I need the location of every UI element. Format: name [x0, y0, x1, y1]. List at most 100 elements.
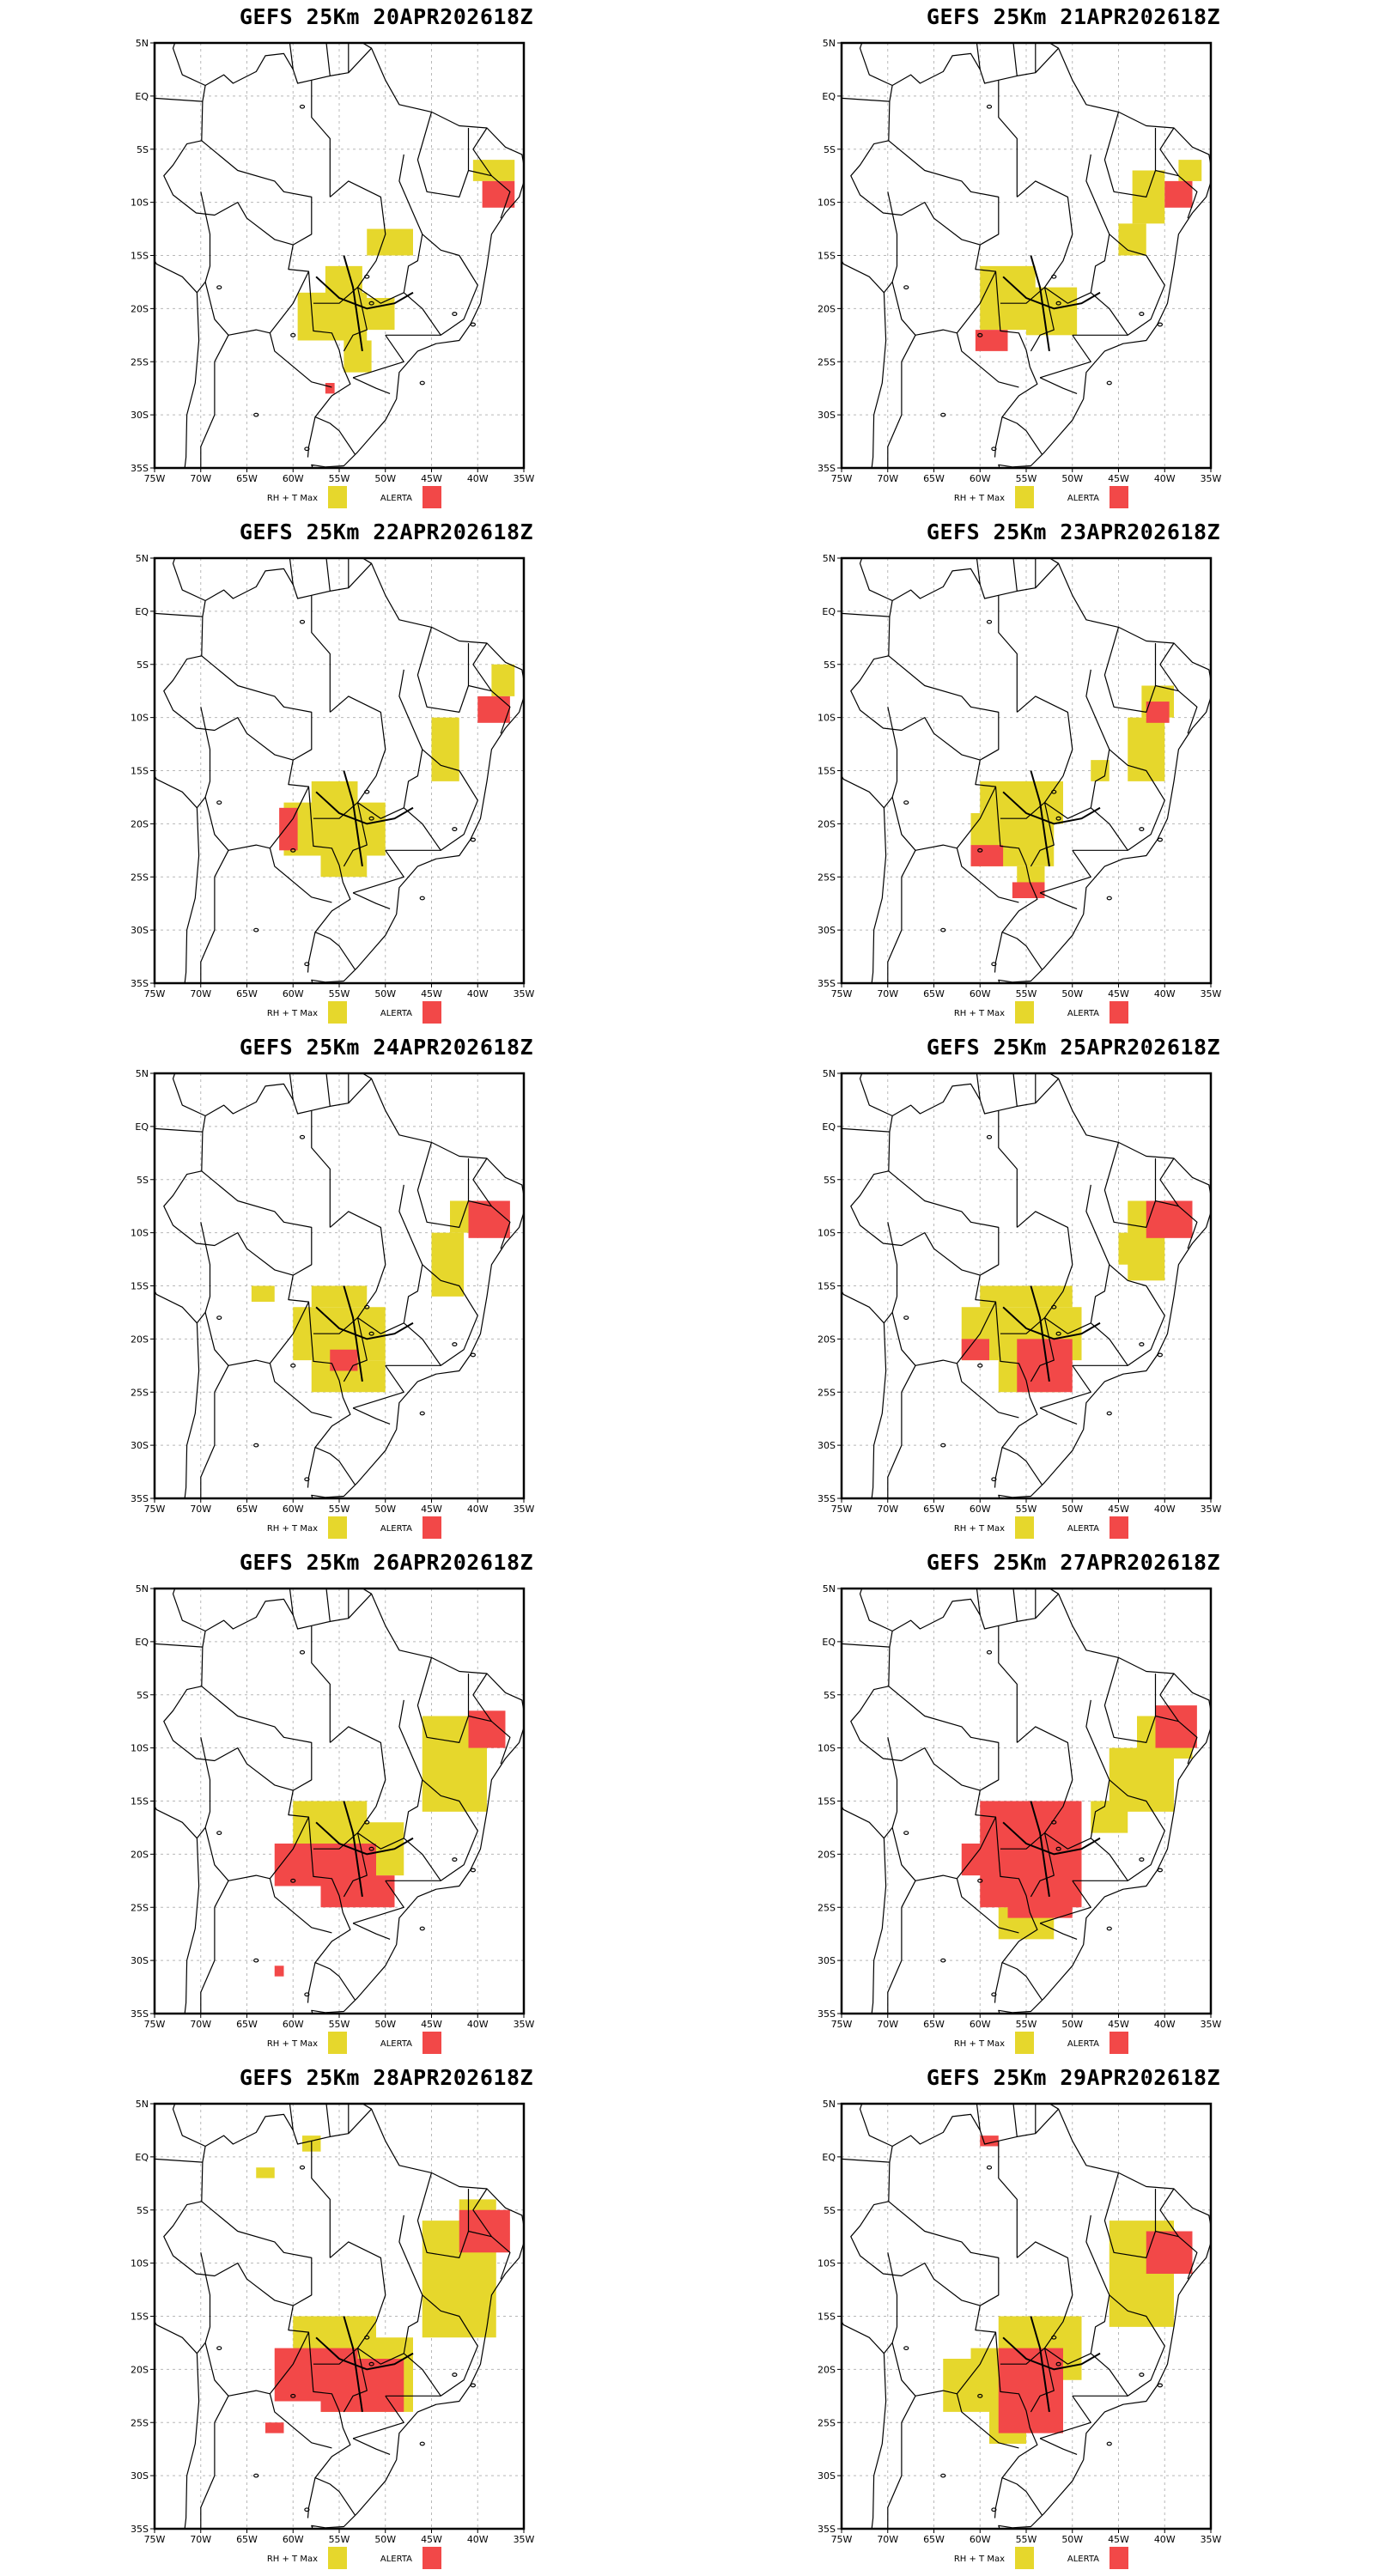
alert-region	[1146, 2231, 1193, 2274]
pacific-coastline	[155, 2320, 200, 2529]
state-border	[1000, 696, 1073, 819]
lat-label: 10S	[131, 197, 149, 209]
rh-tmax-region	[251, 1285, 275, 1303]
island	[419, 1411, 425, 1416]
alert-region	[482, 180, 515, 208]
island	[940, 412, 946, 417]
country-border	[842, 1643, 890, 1648]
lat-label: 25S	[818, 356, 836, 368]
state-border	[352, 2438, 391, 2455]
country-border	[956, 848, 1019, 903]
lat-label: EQ	[135, 606, 149, 617]
legend-rh-label: RH + T Max	[267, 494, 318, 503]
legend-alert-swatch	[423, 2032, 441, 2054]
lon-label: 45W	[421, 2534, 442, 2545]
legend-alert-label: ALERTA	[1067, 1524, 1099, 1534]
lat-label: 30S	[818, 1440, 836, 1451]
lat-label: 25S	[818, 872, 836, 883]
lat-label: 20S	[818, 2364, 836, 2375]
island	[216, 2346, 222, 2351]
lat-label: 25S	[131, 1902, 149, 1913]
alert-region	[325, 383, 335, 394]
lat-label: 15S	[818, 1281, 836, 1292]
lon-label: 40W	[1154, 2534, 1176, 2545]
lon-label: 45W	[421, 2019, 442, 2030]
island	[470, 837, 476, 842]
island	[364, 1820, 370, 1825]
country-border	[325, 2104, 331, 2137]
lon-label: 45W	[1108, 473, 1129, 484]
legend: RH + T Max ALERTA	[954, 2547, 1128, 2569]
legend-alert-label: ALERTA	[1067, 2039, 1099, 2049]
island	[299, 2165, 306, 2170]
state-border	[1159, 1157, 1179, 1207]
country-border	[891, 1301, 997, 1366]
coastline	[998, 2104, 1211, 2529]
rh-tmax-region	[256, 2167, 275, 2178]
island	[986, 619, 993, 624]
state-border	[1039, 1364, 1091, 1409]
legend: RH + T Max ALERTA	[267, 2032, 441, 2054]
state-border	[1103, 112, 1157, 197]
island	[452, 2372, 458, 2377]
lat-label: EQ	[135, 2152, 149, 2163]
island	[299, 1649, 306, 1655]
legend-alert-swatch	[423, 2547, 441, 2569]
legend-alert-label: ALERTA	[380, 2555, 412, 2564]
country-border	[883, 707, 898, 809]
alert-region	[961, 1339, 989, 1361]
state-border	[1155, 1200, 1198, 1249]
state-border	[468, 2230, 511, 2280]
lon-label: 35W	[1201, 2019, 1222, 2030]
island	[452, 1857, 458, 1862]
panel-title: GEFS 25Km 24APR202618Z	[239, 1035, 534, 1060]
lat-label: 5S	[137, 144, 149, 155]
state-border	[472, 642, 492, 692]
lat-label: 30S	[818, 925, 836, 936]
lon-label: 55W	[1016, 988, 1037, 999]
lon-label: 45W	[1108, 1504, 1129, 1515]
lat-label: 5S	[137, 1690, 149, 1701]
state-border	[352, 1880, 404, 1924]
state-border	[313, 696, 386, 819]
state-border	[313, 2241, 386, 2365]
state-border	[1159, 1673, 1179, 1722]
river-line	[343, 2316, 363, 2413]
pacific-coastline	[155, 775, 200, 983]
country-border	[200, 2396, 229, 2529]
lat-label: 5N	[136, 553, 149, 564]
panel-title: GEFS 25Km 23APR202618Z	[926, 519, 1221, 544]
legend-rh-label: RH + T Max	[267, 1009, 318, 1018]
alert-region	[961, 1844, 989, 1876]
island	[299, 104, 306, 109]
country-border	[994, 1962, 1003, 2003]
state-border	[468, 169, 511, 219]
country-border	[289, 1073, 294, 1100]
alert-region	[330, 1349, 358, 1371]
state-border	[385, 1779, 478, 1881]
lon-label: 50W	[374, 473, 396, 484]
lon-label: 65W	[236, 2019, 258, 2030]
state-border	[1090, 1322, 1128, 1366]
state-border	[1159, 642, 1179, 692]
island	[977, 332, 983, 337]
alert-region	[975, 330, 1008, 351]
rh-tmax-region	[431, 1232, 465, 1297]
rivers	[315, 255, 414, 352]
lon-label: 65W	[923, 1504, 945, 1515]
island	[368, 1331, 374, 1336]
lat-label: 10S	[818, 197, 836, 209]
state-border	[1044, 154, 1110, 304]
country-border	[289, 1589, 294, 1615]
lat-label: 35S	[131, 2008, 149, 2020]
lat-label: 20S	[131, 818, 149, 829]
lon-label: 45W	[1108, 2534, 1129, 2545]
state-border	[1090, 807, 1128, 851]
lat-label: 5N	[823, 553, 836, 564]
country-border	[956, 1363, 1019, 1419]
state-border	[403, 2353, 441, 2397]
legend-alert-swatch	[1110, 1516, 1128, 1539]
panel-title: GEFS 25Km 29APR202618Z	[926, 2065, 1221, 2090]
country-border	[842, 2158, 890, 2163]
